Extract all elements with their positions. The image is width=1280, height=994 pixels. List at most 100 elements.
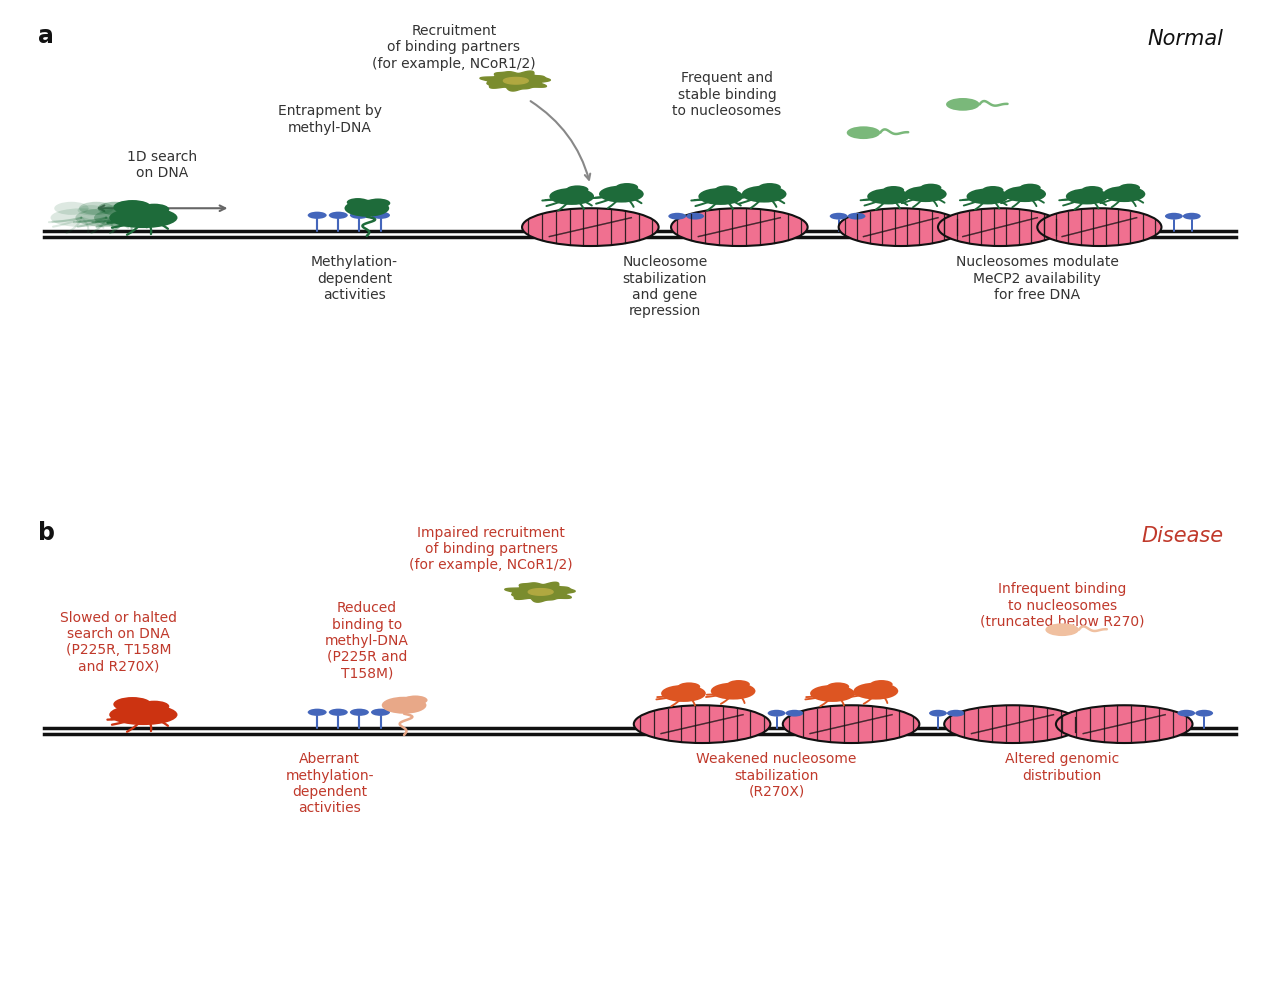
- Circle shape: [929, 710, 947, 717]
- Circle shape: [78, 205, 105, 216]
- Circle shape: [140, 204, 169, 215]
- Text: Methylation-
dependent
activities: Methylation- dependent activities: [311, 255, 398, 302]
- Circle shape: [1082, 186, 1103, 194]
- Ellipse shape: [1056, 706, 1193, 744]
- Circle shape: [854, 683, 899, 700]
- Text: Recruitment
of binding partners
(for example, NCoR1/2): Recruitment of binding partners (for exa…: [372, 24, 535, 71]
- Circle shape: [829, 213, 847, 220]
- Circle shape: [114, 697, 151, 712]
- Circle shape: [827, 683, 849, 691]
- Circle shape: [1066, 189, 1108, 205]
- Circle shape: [403, 696, 428, 705]
- Text: Altered genomic
distribution: Altered genomic distribution: [1005, 752, 1119, 782]
- Circle shape: [549, 188, 594, 205]
- Circle shape: [1196, 710, 1213, 717]
- Ellipse shape: [938, 209, 1062, 246]
- Circle shape: [742, 186, 786, 203]
- Text: Nucleosomes modulate
MeCP2 availability
for free DNA: Nucleosomes modulate MeCP2 availability …: [956, 255, 1119, 302]
- Text: Aberrant
methylation-
dependent
activities: Aberrant methylation- dependent activiti…: [285, 752, 374, 815]
- Polygon shape: [503, 78, 529, 84]
- Ellipse shape: [76, 209, 137, 227]
- Circle shape: [716, 186, 737, 194]
- Circle shape: [114, 200, 151, 215]
- Ellipse shape: [634, 706, 771, 744]
- Circle shape: [786, 710, 804, 717]
- Circle shape: [710, 683, 755, 700]
- Circle shape: [1178, 710, 1196, 717]
- Circle shape: [870, 680, 892, 689]
- Ellipse shape: [783, 706, 919, 744]
- Ellipse shape: [838, 209, 963, 246]
- Circle shape: [947, 710, 965, 717]
- Ellipse shape: [945, 706, 1080, 744]
- Ellipse shape: [1037, 209, 1161, 246]
- Circle shape: [307, 212, 326, 219]
- Circle shape: [349, 709, 369, 716]
- Text: Normal: Normal: [1148, 29, 1224, 49]
- Circle shape: [1020, 184, 1041, 192]
- Circle shape: [566, 186, 589, 194]
- Circle shape: [102, 205, 129, 216]
- Circle shape: [1103, 186, 1146, 202]
- Circle shape: [1183, 213, 1201, 220]
- Polygon shape: [504, 582, 575, 602]
- Text: b: b: [38, 521, 55, 545]
- Text: Impaired recruitment
of binding partners
(for example, NCoR1/2): Impaired recruitment of binding partners…: [410, 526, 573, 573]
- Ellipse shape: [109, 705, 178, 725]
- Circle shape: [1046, 623, 1079, 636]
- Circle shape: [349, 212, 369, 219]
- Circle shape: [727, 680, 750, 689]
- Circle shape: [381, 697, 426, 714]
- Circle shape: [982, 186, 1004, 194]
- Circle shape: [122, 205, 148, 216]
- Circle shape: [366, 199, 390, 208]
- Circle shape: [599, 186, 644, 203]
- Text: Weakened nucleosome
stabilization
(R270X): Weakened nucleosome stabilization (R270X…: [696, 752, 856, 799]
- Circle shape: [905, 186, 947, 202]
- Text: Infrequent binding
to nucleosomes
(truncated below R270): Infrequent binding to nucleosomes (trunc…: [980, 582, 1144, 629]
- Circle shape: [371, 212, 390, 219]
- Circle shape: [1004, 186, 1046, 202]
- Circle shape: [847, 213, 865, 220]
- Circle shape: [329, 709, 348, 716]
- Circle shape: [344, 200, 389, 217]
- Circle shape: [347, 198, 369, 207]
- Ellipse shape: [93, 209, 155, 227]
- Circle shape: [847, 126, 881, 139]
- Circle shape: [329, 212, 348, 219]
- Circle shape: [966, 189, 1009, 205]
- Ellipse shape: [522, 209, 659, 246]
- Circle shape: [1165, 213, 1183, 220]
- Circle shape: [678, 683, 700, 691]
- Text: Slowed or halted
search on DNA
(P225R, T158M
and R270X): Slowed or halted search on DNA (P225R, T…: [60, 610, 177, 673]
- Text: Disease: Disease: [1142, 526, 1224, 546]
- Text: Nucleosome
stabilization
and gene
repression: Nucleosome stabilization and gene repres…: [622, 255, 708, 318]
- Circle shape: [54, 202, 88, 215]
- Circle shape: [946, 98, 979, 110]
- Text: a: a: [38, 24, 54, 48]
- Circle shape: [699, 188, 744, 205]
- Polygon shape: [529, 588, 553, 595]
- Circle shape: [668, 213, 686, 220]
- Ellipse shape: [109, 208, 178, 228]
- Circle shape: [371, 709, 390, 716]
- Text: Reduced
binding to
methyl-DNA
(P225R and
T158M): Reduced binding to methyl-DNA (P225R and…: [325, 601, 408, 680]
- Circle shape: [97, 202, 132, 215]
- Circle shape: [810, 685, 855, 702]
- Circle shape: [307, 709, 326, 716]
- Circle shape: [768, 710, 786, 717]
- Circle shape: [686, 213, 704, 220]
- Circle shape: [660, 685, 705, 702]
- Circle shape: [883, 186, 904, 194]
- Circle shape: [79, 202, 114, 215]
- Circle shape: [1119, 184, 1140, 192]
- Circle shape: [920, 184, 941, 192]
- Circle shape: [868, 189, 909, 205]
- Text: Entrapment by
methyl-DNA: Entrapment by methyl-DNA: [278, 104, 381, 134]
- Ellipse shape: [671, 209, 808, 246]
- Circle shape: [616, 183, 639, 192]
- Circle shape: [140, 701, 169, 712]
- Circle shape: [759, 183, 781, 192]
- Ellipse shape: [50, 209, 113, 227]
- Polygon shape: [480, 71, 550, 91]
